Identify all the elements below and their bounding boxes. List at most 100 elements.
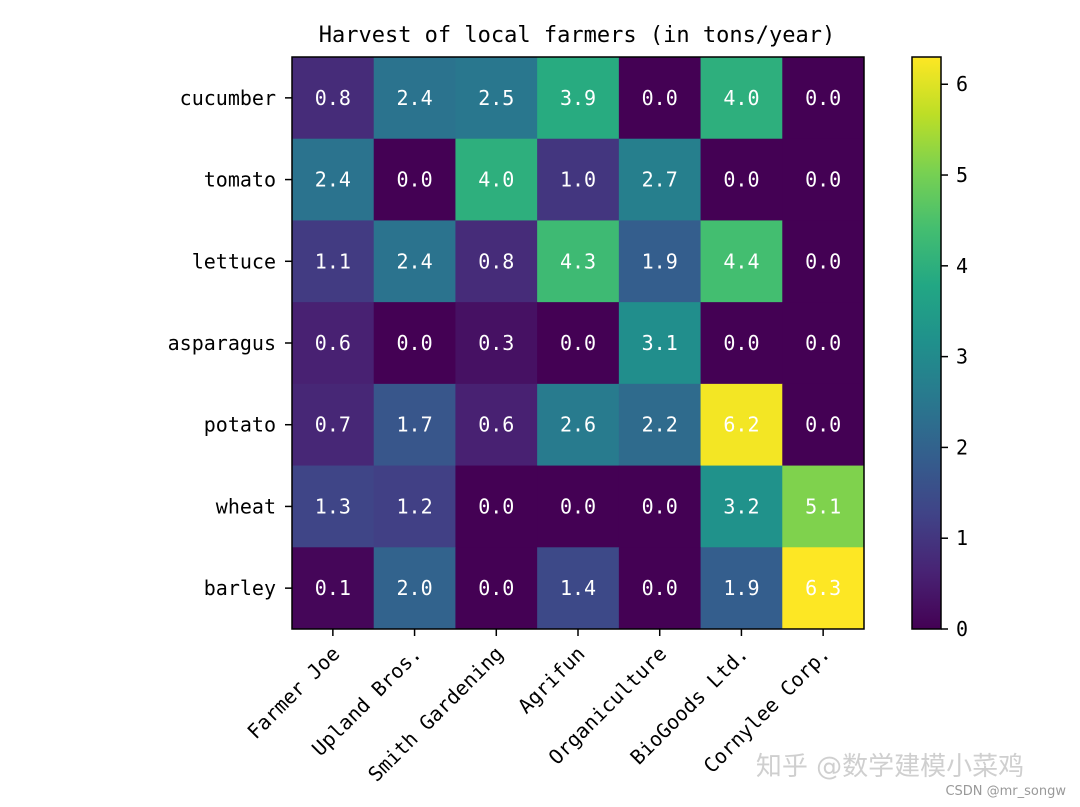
y-tick-label: cucumber [180,86,276,110]
heatmap-cell [455,57,538,140]
cell-value-label: 2.2 [642,413,678,437]
heatmap-cell [618,383,702,467]
heatmap-cell [700,547,783,630]
heatmap-cell [373,302,456,385]
y-tick-label: lettuce [192,249,276,273]
heatmap-cell [292,57,375,140]
cell-value-label: 3.2 [723,494,759,518]
heatmap-cell [292,220,375,303]
cell-value-label: 2.4 [397,86,433,110]
cell-value-label: 0.8 [478,249,514,273]
cell-value-label: 2.4 [315,168,351,192]
heatmap-cell [455,383,538,467]
cell-value-label: 0.0 [397,168,433,192]
heatmap-cell [700,302,783,385]
heatmap-cell [373,383,456,467]
cell-value-label: 1.7 [397,413,433,437]
heatmap-cell [700,465,783,548]
watermark-csdn: CSDN @mr_songw [945,784,1066,799]
heatmap-cell [618,138,702,221]
x-tick-label: Smith Gardening [363,642,508,787]
cell-value-label: 4.3 [560,249,596,273]
heatmap-cell [618,302,702,385]
heatmap-cell [373,220,456,303]
heatmap-cell [537,138,620,221]
heatmap-cell [537,383,620,467]
colorbar-ticks: 0 1 2 3 4 5 6 [941,72,968,641]
heatmap-cell [618,57,702,140]
cell-value-label: 2.6 [560,413,596,437]
cell-value-label: 4.0 [723,86,759,110]
heatmap-cell [782,220,865,303]
heatmap-cell [455,465,538,548]
cell-value-label: 1.3 [315,494,351,518]
cell-value-label: 0.0 [478,494,514,518]
heatmap-cell [537,302,620,385]
colorbar-tick-label: 0 [956,617,968,641]
cell-value-label: 1.9 [642,249,678,273]
cell-value-label: 0.0 [805,331,841,355]
heatmap-cell [455,302,538,385]
cell-value-label: 0.0 [642,576,678,600]
cell-value-label: 1.0 [560,168,596,192]
heatmap-cell [700,220,783,303]
cell-value-label: 1.1 [315,249,351,273]
colorbar-tick-label: 4 [956,254,968,278]
heatmap-cell [292,138,375,221]
cell-value-label: 0.0 [397,331,433,355]
heatmap-cell [373,138,456,221]
cell-value-label: 2.4 [397,249,433,273]
y-tick-label: tomato [204,168,276,192]
y-tick-label: asparagus [168,331,276,355]
heatmap-cell [373,57,456,140]
heatmap-cell [537,220,620,303]
cell-value-label: 0.6 [478,413,514,437]
cell-value-label: 0.0 [642,494,678,518]
cell-value-label: 1.2 [397,494,433,518]
heatmap-cell [782,465,865,548]
cell-value-label: 5.1 [805,494,841,518]
cell-value-label: 0.1 [315,576,351,600]
colorbar-tick-label: 3 [956,345,968,369]
heatmap-cell [782,57,865,140]
cell-value-label: 0.8 [315,86,351,110]
heatmap-cell [700,57,783,140]
heatmap-cell [292,547,375,630]
cell-value-label: 2.7 [642,168,678,192]
cell-value-label: 0.0 [560,494,596,518]
cell-value-label: 4.0 [478,168,514,192]
y-tick-label: barley [204,576,276,600]
cell-value-label: 6.2 [723,413,759,437]
heatmap-cell [782,302,865,385]
cell-value-label: 1.9 [723,576,759,600]
cell-value-label: 0.6 [315,331,351,355]
cell-value-label: 0.0 [805,86,841,110]
y-tick-label: potato [204,413,276,437]
cell-value-label: 0.0 [805,168,841,192]
heatmap-cell [782,547,865,630]
heatmap-cell [782,138,865,221]
colorbar-frame [911,56,942,630]
cell-value-label: 0.3 [478,331,514,355]
cell-value-label: 0.0 [642,86,678,110]
chart-title: Harvest of local farmers (in tons/year) [319,23,836,48]
cell-value-label: 1.4 [560,576,596,600]
heatmap-cell [537,465,620,548]
cell-value-label: 0.7 [315,413,351,437]
y-axis: cucumber tomato lettuce asparagus potato whea… [168,86,292,600]
heatmap-cells [292,57,865,630]
cell-value-label: 3.1 [642,331,678,355]
colorbar-tick-label: 6 [956,72,968,96]
cell-value-label: 0.0 [478,576,514,600]
cell-value-labels: 0.8 2.4 2.5 3.9 0.0 4.0 0.0 2.4 0.0 4.0 1.0 2.7 0.0 0… [315,86,841,600]
heatmap-cell [455,138,538,221]
heatmap-cell [618,220,702,303]
colorbar [912,57,941,629]
heatmap-cell [537,57,620,140]
cell-value-label: 0.0 [805,413,841,437]
cell-value-label: 2.0 [397,576,433,600]
cell-value-label: 0.0 [723,168,759,192]
heatmap-cell [373,465,456,548]
